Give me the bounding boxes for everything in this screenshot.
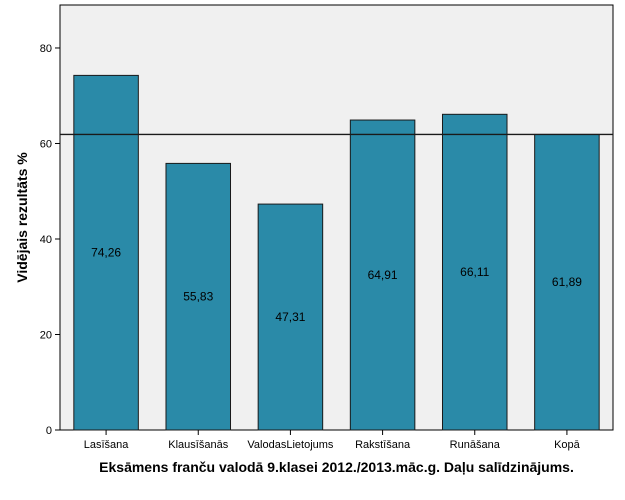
x-tick-label: Runāšana: [450, 439, 501, 451]
x-tick-label: Rakstīšana: [355, 439, 411, 451]
x-axis-ticks: Lasīšana Klausīšanās ValodasLietojums Rakst…: [84, 430, 581, 451]
bar-value-label: 55,83: [183, 290, 213, 304]
bar: [441, 113, 508, 431]
bar-value-label: 66,11: [460, 265, 489, 279]
x-tick-label: Lasīšana: [84, 439, 130, 451]
bar: [257, 203, 324, 431]
y-tick-label: 20: [40, 329, 52, 341]
bar-value-label: 47,31: [275, 310, 305, 324]
y-tick-label: 0: [46, 425, 52, 437]
x-tick-label: ValodasLietojums: [247, 439, 334, 451]
bar-value-label: 74,26: [91, 246, 121, 260]
y-tick-label: 80: [40, 43, 52, 55]
y-axis-title: Vidējais rezultāts %: [14, 152, 30, 283]
plot-area: [59, 4, 614, 431]
y-tick-label: 60: [40, 138, 52, 150]
y-axis-ticks: 0 20 40 60 80: [40, 43, 60, 437]
x-axis-title: Eksāmens franču valodā 9.klasei 2012./20…: [99, 459, 574, 475]
x-tick-label: Kopā: [554, 439, 581, 451]
bar-value-label: 64,91: [368, 268, 398, 282]
x-tick-label: Klausīšanās: [168, 439, 228, 451]
y-tick-label: 40: [40, 234, 52, 246]
bar: [165, 162, 232, 431]
bar-value-label: 61,89: [552, 275, 582, 289]
bar: [349, 119, 416, 431]
